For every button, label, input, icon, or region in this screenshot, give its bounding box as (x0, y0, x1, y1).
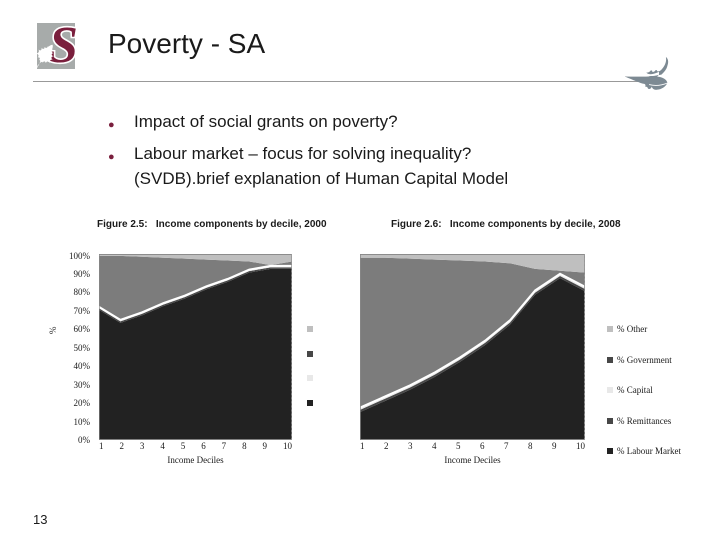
svg-text:S: S (49, 17, 78, 74)
